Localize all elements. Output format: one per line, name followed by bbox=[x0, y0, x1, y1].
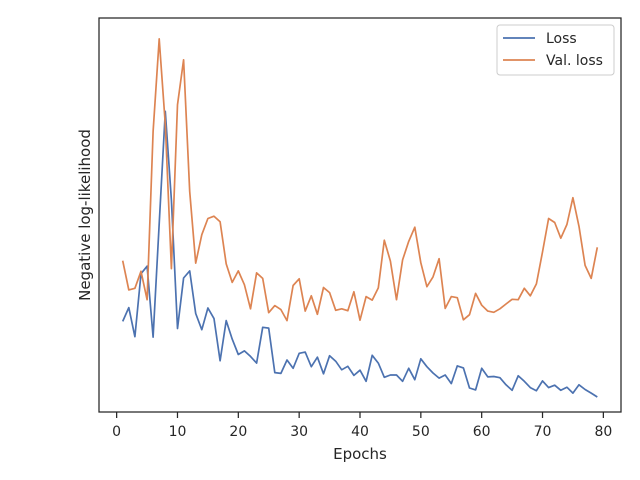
series-line-val-loss bbox=[121, 38, 599, 322]
legend-label-val-loss: Val. loss bbox=[546, 53, 603, 69]
x-tick-label: 0 bbox=[112, 424, 121, 440]
x-tick-label: 60 bbox=[473, 424, 491, 440]
x-tick-label: 50 bbox=[412, 424, 430, 440]
legend-label-loss: Loss bbox=[546, 31, 577, 47]
x-axis-ticks: 0 10 20 30 40 50 60 70 80 bbox=[112, 412, 612, 440]
x-tick-label: 20 bbox=[229, 424, 247, 440]
series-line-loss bbox=[121, 110, 598, 398]
series-lines bbox=[121, 38, 599, 398]
x-tick-label: 80 bbox=[594, 424, 612, 440]
legend: Loss Val. loss bbox=[496, 24, 615, 76]
x-tick-label: 70 bbox=[534, 424, 552, 440]
x-tick-label: 40 bbox=[351, 424, 369, 440]
x-axis-label: Epochs bbox=[333, 445, 387, 463]
y-axis-label: Negative log-likelihood bbox=[76, 129, 94, 301]
x-tick-label: 30 bbox=[290, 424, 308, 440]
x-tick-label: 10 bbox=[169, 424, 187, 440]
